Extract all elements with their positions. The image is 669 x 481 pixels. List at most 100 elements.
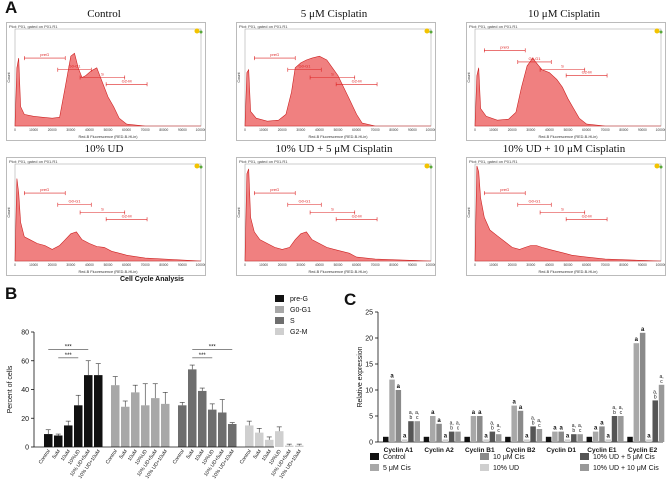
x-tick-label: 100000: [656, 263, 665, 267]
bar: [517, 410, 524, 442]
significance-label: a,: [415, 410, 419, 416]
x-tick-label: 100000: [426, 128, 435, 132]
x-tick-label: Control: [172, 449, 186, 466]
significance-label: a: [519, 405, 523, 411]
x-tick-label: 5uM: [252, 449, 262, 460]
bar: [84, 375, 93, 447]
bar: [495, 434, 502, 442]
bar: [511, 405, 517, 442]
legend-swatch: [275, 328, 284, 335]
bar: [408, 421, 414, 442]
bar: [464, 436, 470, 442]
x-axis-label: Red-B Fluorescence (RED-B-HLin): [538, 270, 598, 274]
significance-label: c: [416, 415, 419, 421]
x-tick-label: 20000: [48, 128, 57, 132]
panel-a-caption: Cell Cycle Analysis: [120, 276, 184, 283]
x-tick-label: Cyclin A2: [424, 447, 454, 454]
x-tick-label: 5uM: [118, 449, 128, 460]
x-axis-label: Red-B Fluorescence (RED-B-HLin): [308, 270, 368, 274]
significance-label: a,: [497, 423, 501, 429]
bar: [564, 439, 571, 442]
significance-label: a: [472, 410, 476, 416]
x-tick-label: 80000: [619, 128, 628, 132]
histogram-title: 10% UD: [84, 143, 124, 155]
significance-label: a,: [450, 421, 454, 427]
bar: [74, 405, 83, 447]
gate-label: G2-M: [582, 213, 592, 218]
bar: [552, 431, 558, 442]
x-tick-label: 60000: [352, 128, 361, 132]
significance-label: a: [437, 418, 441, 424]
bar: [477, 416, 483, 442]
bar: [423, 436, 430, 442]
significance-label: a: [513, 400, 517, 406]
x-tick-label: 100000: [656, 128, 665, 132]
bar: [208, 409, 217, 447]
significance-label: c: [660, 379, 663, 385]
significance-label: a: [444, 433, 448, 439]
significance-label: a,: [578, 423, 582, 429]
histogram-area: [474, 165, 662, 262]
significance-label: ***: [65, 353, 73, 359]
x-tick-label: 50000: [334, 128, 343, 132]
histogram-header: Plot: P01, gated on P01.R1: [9, 24, 58, 29]
significance-label: c: [497, 428, 500, 434]
bar: [64, 425, 73, 447]
gate-label: G0-G1: [529, 199, 542, 204]
bar: [592, 431, 599, 442]
x-tick-label: 0: [14, 128, 16, 132]
gate-label: G0-G1: [69, 199, 82, 204]
x-tick-label: 30000: [296, 263, 305, 267]
significance-label: a: [635, 337, 639, 343]
x-tick-label: 5uM: [185, 449, 195, 460]
gate-label: G0-G1: [299, 64, 312, 69]
x-axis-label: Red-B Fluorescence (RED-B-HLin): [308, 135, 368, 139]
histogram-box: Plot: P01, gated on P01.R1 preG G0-G1 S G2-M…: [236, 157, 436, 276]
significance-label: a,: [531, 415, 535, 421]
gate-label: G0-G1: [69, 64, 82, 69]
histogram-header: Plot: P01, gated on P01.R1: [239, 159, 288, 164]
significance-label: a: [478, 410, 482, 416]
x-tick-label: 70000: [371, 263, 380, 267]
x-tick-label: 60000: [352, 263, 361, 267]
significance-label: a: [594, 426, 598, 432]
legend-swatch: [370, 464, 379, 471]
x-tick-label: 40000: [315, 128, 324, 132]
bar: [430, 416, 436, 442]
significance-label: a,: [619, 405, 623, 411]
histogram-svg: Plot: P01, gated on P01.R1 preG G0-G1 S G2-M…: [7, 24, 205, 139]
histogram-box: Plot: P01, gated on P01.R1 preG G0-G1 S G2-M…: [6, 157, 206, 276]
x-tick-label: 0: [474, 128, 476, 132]
histogram-title: 10% UD + 5 μM Cisplatin: [275, 143, 393, 155]
significance-label: b: [613, 410, 616, 416]
x-tick-label: Cyclin B1: [465, 447, 495, 454]
histogram-svg: Plot: P01, gated on P01.R1 preG G0-G1 S G2-M…: [467, 24, 665, 139]
gate-label: G2-M: [122, 213, 132, 218]
legend-label: 10% UD + 5 μM Cis: [593, 454, 655, 461]
bar: [228, 424, 237, 447]
x-tick-label: 50000: [564, 128, 573, 132]
x-tick-label: 90000: [408, 263, 417, 267]
x-tick-label: 90000: [178, 128, 187, 132]
significance-label: c: [457, 426, 460, 432]
histogram-area: [14, 178, 202, 262]
x-axis-label: Red-B Fluorescence (RED-B-HLin): [78, 270, 138, 274]
x-tick-label: 80000: [159, 263, 168, 267]
significance-label: a: [641, 327, 645, 333]
software-logo-icon: [194, 163, 200, 169]
histogram-area: [474, 57, 661, 127]
software-logo-icon: [424, 163, 430, 169]
bar: [618, 416, 624, 442]
y-axis-label: Count: [237, 206, 241, 217]
bar: [571, 434, 577, 442]
bar: [658, 384, 665, 442]
x-tick-label: 60000: [122, 263, 131, 267]
x-tick-label: 20000: [508, 128, 517, 132]
x-tick-label: 70000: [141, 128, 150, 132]
bar: [455, 431, 461, 442]
panel-letter-b: B: [5, 284, 18, 303]
bar: [265, 439, 274, 447]
gate-label: S: [331, 72, 334, 77]
x-tick-label: 50000: [104, 128, 113, 132]
bar: [489, 431, 496, 442]
